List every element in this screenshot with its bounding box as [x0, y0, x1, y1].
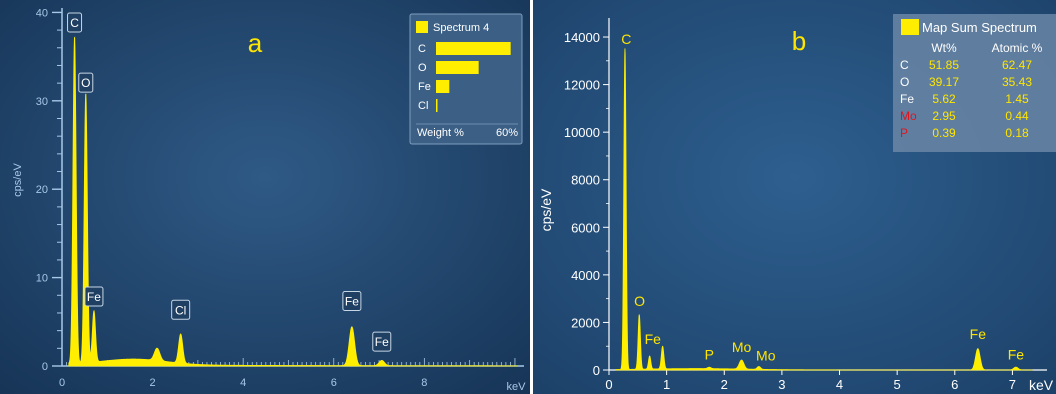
legend-a-bar-label: C: [418, 43, 426, 55]
x-tick-label: 7: [1009, 377, 1016, 392]
legend-b-element: O: [900, 75, 909, 89]
legend-a-bar: [436, 99, 438, 112]
legend-b-atomic-value: 0.18: [1005, 126, 1029, 140]
legend-a-bar-label: Cl: [418, 100, 428, 112]
legend-b-element: Fe: [900, 92, 914, 106]
legend-a-bar: [436, 80, 450, 93]
chart-b-legend: Map Sum Spectrum Wt% Atomic % C 51.85 62.4…: [893, 14, 1056, 152]
x-tick-label: 8: [421, 377, 427, 389]
peak-label-a: Fe: [342, 290, 362, 311]
y-tick-label: 20: [36, 184, 48, 196]
peak-label-b: P: [705, 346, 714, 362]
peak-label-a: Fe: [84, 286, 104, 307]
panel-label-b: b: [792, 26, 806, 56]
chart-a-y-axis-title: cps/eV: [12, 163, 24, 197]
chart-a-peak-labels: C O Fe Cl Fe Fe: [67, 12, 392, 352]
x-tick-label: 1: [663, 377, 670, 392]
legend-a-footer-left: Weight %: [417, 127, 464, 139]
peak-label-a: C: [67, 12, 83, 33]
legend-b-wt-value: 2.95: [932, 109, 956, 123]
spectrum-panel-b: 0 2000 4000 6000 8000 10000 12000 14000 0 1 2 3 4 5 6 7…: [533, 0, 1056, 394]
peak-label-b: Fe: [645, 331, 662, 347]
legend-b-col-atomic: Atomic %: [992, 41, 1043, 55]
peak-label-b: Mo: [756, 347, 776, 363]
legend-b-wt-value: 51.85: [929, 58, 959, 72]
y-tick-label: 14000: [564, 30, 600, 45]
x-tick-label: 2: [721, 377, 728, 392]
legend-b-atomic-value: 35.43: [1002, 75, 1032, 89]
y-tick-label: 40: [36, 7, 48, 19]
y-tick-label: 10: [36, 273, 48, 285]
x-tick-label: 6: [331, 377, 337, 389]
y-tick-label: 4000: [571, 268, 600, 283]
legend-b-element: P: [900, 126, 908, 140]
legend-b-wt-value: 0.39: [932, 126, 956, 140]
legend-a-title: Spectrum 4: [433, 22, 489, 34]
svg-text:Cl: Cl: [175, 303, 186, 317]
legend-b-box: [893, 14, 1056, 152]
legend-a-bar: [436, 61, 479, 74]
chart-b-spectrum-area: [615, 48, 1033, 371]
peak-label-b: Fe: [970, 326, 987, 342]
peak-label-b: Fe: [1008, 346, 1025, 362]
x-tick-label: 4: [240, 377, 246, 389]
panel-label-a: a: [248, 28, 263, 58]
x-tick-label: 6: [951, 377, 958, 392]
y-tick-label: 10000: [564, 125, 600, 140]
x-tick-label: 5: [894, 377, 901, 392]
y-tick-label: 30: [36, 96, 48, 108]
legend-b-atomic-value: 1.45: [1005, 92, 1029, 106]
x-tick-label: 3: [778, 377, 785, 392]
legend-b-col-wt: Wt%: [931, 41, 957, 55]
y-tick-label: 2000: [571, 315, 600, 330]
peak-label-b: C: [621, 31, 631, 47]
svg-text:Fe: Fe: [87, 290, 101, 304]
legend-b-element: Mo: [900, 109, 917, 123]
chart-a-x-axis-title: keV: [507, 381, 527, 393]
y-tick-label: 12000: [564, 78, 600, 93]
legend-a-bar-label: Fe: [418, 81, 431, 93]
legend-b-wt-value: 5.62: [932, 92, 956, 106]
x-tick-label: 0: [605, 377, 612, 392]
x-tick-label: 4: [836, 377, 843, 392]
peak-label-a: O: [78, 72, 94, 93]
y-tick-label: 6000: [571, 220, 600, 235]
svg-text:O: O: [81, 76, 90, 90]
peak-label-a: Cl: [171, 299, 191, 320]
y-tick-label: 0: [42, 361, 48, 373]
peak-label-b: Mo: [732, 339, 752, 355]
legend-b-title: Map Sum Spectrum: [922, 20, 1037, 35]
legend-a-footer-right: 60%: [496, 127, 518, 139]
legend-b-swatch: [901, 19, 919, 35]
svg-text:Fe: Fe: [375, 335, 389, 349]
legend-a-bar: [436, 42, 511, 55]
chart-a-spectrum-area: [68, 36, 518, 367]
y-tick-label: 8000: [571, 173, 600, 188]
legend-b-atomic-value: 0.44: [1005, 109, 1029, 123]
spectrum-panel-a: 0 10 20 30 40 0 2 4 6 8 C O Fe Cl Fe Fe a cps/eV keV S…: [0, 0, 530, 394]
chart-a-legend: Spectrum 4 CO Fe Cl Weight % 60%: [409, 13, 523, 145]
svg-text:Fe: Fe: [345, 294, 359, 308]
legend-b-element: C: [900, 58, 909, 72]
chart-b-y-axis-title: cps/eV: [538, 188, 554, 231]
svg-text:C: C: [70, 16, 79, 30]
chart-b-x-axis-title: keV: [1029, 377, 1054, 393]
legend-b-atomic-value: 62.47: [1002, 58, 1032, 72]
legend-a-bar-label: O: [418, 62, 427, 74]
legend-a-swatch: [416, 21, 428, 33]
peak-label-b: O: [634, 293, 645, 309]
y-tick-label: 0: [593, 363, 600, 378]
peak-label-a: Fe: [372, 331, 392, 352]
x-tick-label: 2: [150, 377, 156, 389]
legend-b-wt-value: 39.17: [929, 75, 959, 89]
chart-b: 0 2000 4000 6000 8000 10000 12000 14000 0 1 2 3 4 5 6 7…: [533, 0, 1056, 394]
x-tick-label: 0: [59, 377, 65, 389]
